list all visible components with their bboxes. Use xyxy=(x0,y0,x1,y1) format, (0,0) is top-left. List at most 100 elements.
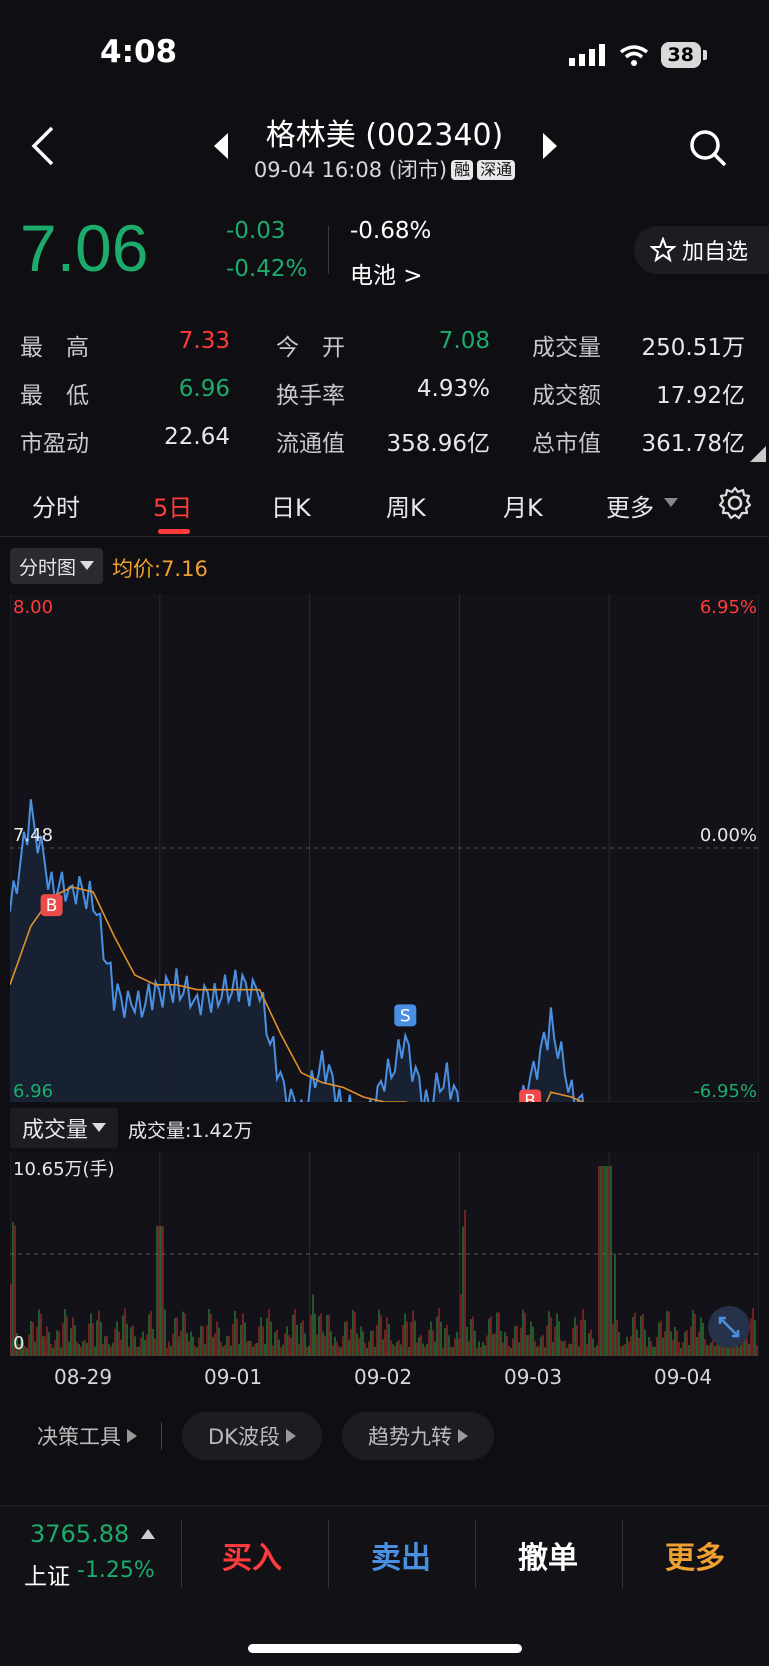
date-label: 09-01 xyxy=(204,1365,263,1389)
last-price: 7.06 xyxy=(20,211,149,285)
volume-chart[interactable] xyxy=(10,1152,759,1356)
margin-tag: 融 xyxy=(451,160,474,180)
stat-label: 总市值 xyxy=(532,431,601,457)
add-watchlist-button[interactable]: 加自选 xyxy=(634,226,769,274)
separator xyxy=(475,1520,476,1588)
connect-tag: 深通 xyxy=(477,160,516,180)
separator xyxy=(328,1520,329,1588)
index-name[interactable]: 上证 xyxy=(24,1564,70,1590)
stock-title: 格林美 (002340) xyxy=(265,118,504,153)
date-label: 08-29 xyxy=(54,1365,113,1389)
tool-label: 决策工具 xyxy=(37,1425,121,1449)
svg-text:B: B xyxy=(46,896,58,916)
expand-icon xyxy=(718,1316,740,1338)
separator xyxy=(181,1520,182,1588)
prev-stock-icon[interactable] xyxy=(214,133,228,159)
volume-axis-zero: 0 xyxy=(13,1333,25,1354)
date-label: 09-04 xyxy=(654,1365,713,1389)
stat-label: 今 开 xyxy=(276,335,345,361)
sell-button[interactable]: 卖出 xyxy=(371,1541,431,1576)
stat-value: 250.51万 xyxy=(641,335,745,361)
index-up-icon xyxy=(141,1529,155,1539)
chart-mode-label: 分时图 xyxy=(18,556,76,579)
tab-0[interactable]: 分时 xyxy=(32,494,80,522)
trade-marker-b[interactable]: B xyxy=(519,1089,542,1102)
cancel-order-button[interactable]: 撤单 xyxy=(518,1541,578,1576)
search-icon[interactable] xyxy=(688,128,728,168)
tab-5[interactable]: 更多 xyxy=(606,494,654,522)
stat-value: 7.33 xyxy=(178,328,230,354)
stat-value: 358.96亿 xyxy=(386,431,490,457)
next-stock-icon[interactable] xyxy=(543,133,557,159)
tool-separator xyxy=(161,1422,162,1450)
stat-value: 22.64 xyxy=(164,424,230,450)
more-dropdown-icon[interactable] xyxy=(664,498,678,508)
play-arrow-icon xyxy=(127,1429,137,1443)
svg-text:B: B xyxy=(524,1091,536,1102)
add-watchlist-label: 加自选 xyxy=(682,240,749,265)
tab-3[interactable]: 周K xyxy=(386,494,426,522)
tab-1[interactable]: 5日 xyxy=(153,494,193,522)
bottom-bar xyxy=(0,1505,769,1666)
stat-value: 6.96 xyxy=(178,376,230,402)
status-time: 4:08 xyxy=(100,34,178,70)
expand-corner-icon[interactable] xyxy=(750,446,766,462)
index-value[interactable]: 3765.88 xyxy=(30,1520,130,1548)
avg-line xyxy=(10,886,585,1102)
date-label: 09-03 xyxy=(504,1365,563,1389)
tool-button-0[interactable]: 决策工具 xyxy=(12,1412,162,1460)
trade-marker-b[interactable]: B xyxy=(40,894,63,917)
wifi-icon xyxy=(619,45,648,66)
price-change-pct: -0.42% xyxy=(226,256,308,282)
stat-label: 市盈动 xyxy=(20,431,89,457)
tool-button-1[interactable]: DK波段 xyxy=(182,1412,322,1460)
period-tabs xyxy=(0,448,769,537)
stat-label: 换手率 xyxy=(276,383,345,409)
stat-label: 最 低 xyxy=(20,383,89,409)
index-pct: -1.25% xyxy=(77,1558,155,1583)
battery-indicator: 38 xyxy=(660,42,701,68)
star-icon xyxy=(650,237,676,263)
avg-price-label: 均价:7.16 xyxy=(112,557,208,581)
volume-value: 成交量:1.42万 xyxy=(128,1120,253,1142)
buy-button[interactable]: 买入 xyxy=(222,1541,282,1576)
chart-mode-button[interactable]: 分时图 xyxy=(10,548,103,584)
tab-active-underline xyxy=(158,529,190,534)
pct-axis-top: 6.95% xyxy=(699,597,757,618)
pct-axis-bottom: -6.95% xyxy=(693,1081,757,1102)
tab-2[interactable]: 日K xyxy=(271,494,311,522)
stat-label: 成交量 xyxy=(532,335,601,361)
play-arrow-icon xyxy=(458,1429,468,1443)
stat-label: 成交额 xyxy=(532,383,601,409)
dropdown-icon xyxy=(92,1123,106,1132)
fullscreen-button[interactable] xyxy=(708,1306,750,1348)
stat-label: 最 高 xyxy=(20,335,89,361)
back-icon[interactable] xyxy=(30,124,56,168)
tab-4[interactable]: 月K xyxy=(503,494,543,522)
stat-value: 17.92亿 xyxy=(656,383,745,409)
price-change: -0.03 xyxy=(226,218,286,244)
market-datetime: 09-04 16:08 (闭市) xyxy=(253,158,448,182)
separator xyxy=(622,1520,623,1588)
trade-marker-s[interactable]: S xyxy=(394,1004,417,1027)
settings-gear-icon[interactable] xyxy=(718,486,752,520)
price-axis-bottom: 6.96 xyxy=(13,1081,54,1102)
date-label: 09-02 xyxy=(354,1365,413,1389)
home-indicator[interactable] xyxy=(248,1644,522,1653)
sector-change: -0.68% xyxy=(350,218,432,244)
status-icons: 38 xyxy=(568,40,707,70)
tool-button-2[interactable]: 趋势九转 xyxy=(342,1412,494,1460)
volume-axis-max: 10.65万(手) xyxy=(13,1159,115,1180)
tool-label: 趋势九转 xyxy=(368,1425,452,1449)
dropdown-icon xyxy=(80,561,94,570)
pct-axis-mid: 0.00% xyxy=(699,825,757,846)
volume-mode-button[interactable]: 成交量 xyxy=(10,1108,118,1148)
more-actions-button[interactable]: 更多 xyxy=(665,1541,725,1576)
price-axis-top: 8.00 xyxy=(13,597,54,618)
price-area xyxy=(10,799,759,1102)
sector-link[interactable]: 电池 > xyxy=(350,263,423,289)
stock-subtitle: 09-04 16:08 (闭市) 融深通 xyxy=(0,154,769,184)
volume-mode-label: 成交量 xyxy=(21,1118,88,1143)
stat-value: 7.08 xyxy=(438,328,490,354)
price-chart[interactable]: BSSB xyxy=(10,594,759,1102)
